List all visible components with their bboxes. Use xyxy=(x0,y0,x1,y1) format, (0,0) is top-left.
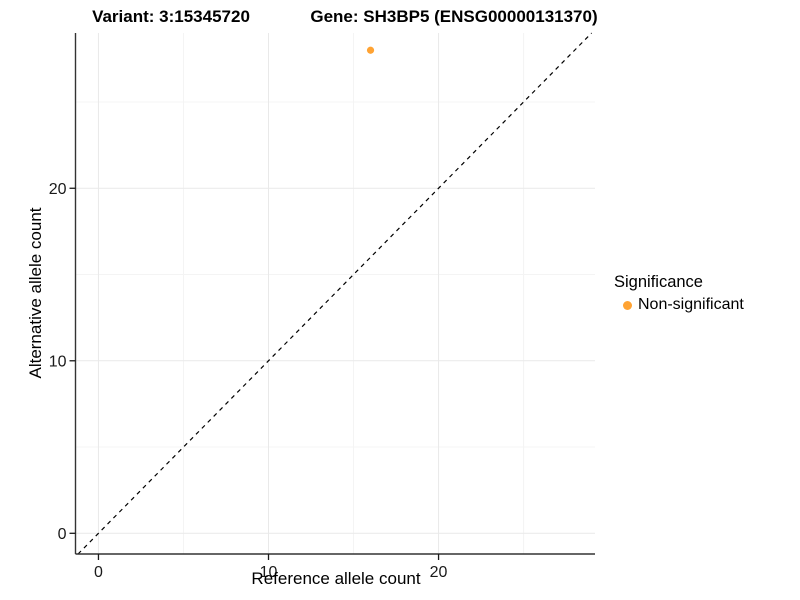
x-tick-label: 10 xyxy=(260,564,278,581)
data-point xyxy=(366,46,375,54)
legend-point-swatch xyxy=(623,300,632,310)
legend: Significance Non-significant xyxy=(614,273,744,314)
y-tick-label: 20 xyxy=(49,181,67,198)
y-axis-title: Alternative allele count xyxy=(26,207,45,379)
y-tick-label: 0 xyxy=(58,526,67,543)
legend-entry-label: Non-significant xyxy=(638,296,744,313)
plot-title-gene: Gene: SH3BP5 (ENSG00000131370) xyxy=(310,7,598,26)
x-tick-label: 20 xyxy=(430,564,448,581)
x-axis-title: Reference allele count xyxy=(251,569,421,588)
x-tick-label: 0 xyxy=(94,564,103,581)
identity-line xyxy=(77,32,593,555)
y-tick-label: 10 xyxy=(49,353,67,370)
plot-title-variant: Variant: 3:15345720 xyxy=(92,7,250,26)
legend-title: Significance xyxy=(614,273,703,291)
legend-entry-non-significant: Non-significant xyxy=(614,296,744,314)
